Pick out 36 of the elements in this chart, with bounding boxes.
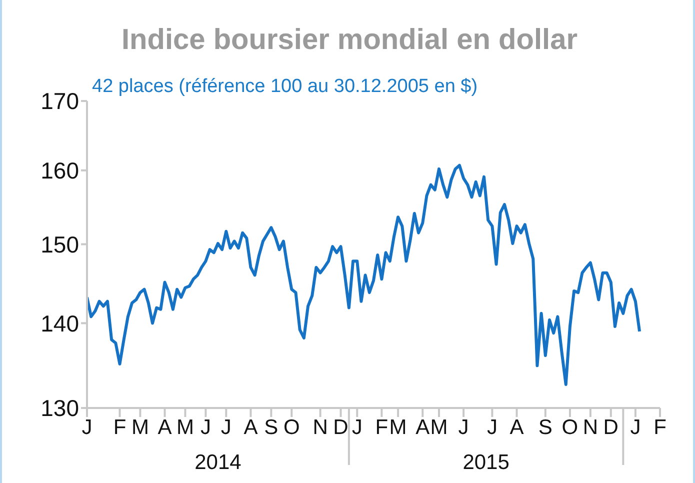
x-tick-label: M	[131, 416, 149, 439]
text: 2014	[194, 451, 242, 474]
x-tick-label: F	[654, 416, 666, 439]
x-tick-label: J	[630, 416, 641, 439]
y-tick-label: 170	[40, 88, 79, 114]
x-tick-label: J	[82, 416, 92, 439]
text: 2015	[462, 451, 510, 474]
x-tick-label: A	[244, 416, 258, 439]
x-tick-label: M	[430, 416, 448, 439]
x-tick-label: M	[176, 416, 194, 439]
x-tick-label: F	[113, 416, 126, 439]
y-tick-label: 130	[40, 395, 79, 422]
x-tick-label: D	[333, 416, 348, 439]
x-tick-label: O	[562, 416, 578, 439]
chart-title: Indice boursier mondial en dollar	[120, 24, 579, 57]
x-tick-label: A	[510, 416, 524, 439]
x-tick-label: N	[312, 416, 328, 439]
y-tick-label: 160	[40, 158, 79, 184]
x-tick-label: O	[283, 416, 300, 439]
x-tick-label: S	[264, 416, 278, 439]
chart-subtitle: 42 places (référence 100 au 30.12.2005 en $)	[92, 76, 478, 98]
x-tick-label: M	[389, 416, 407, 439]
x-tick-label: D	[603, 416, 618, 439]
x-tick-label: F	[375, 416, 388, 439]
x-tick-label: J	[220, 416, 232, 439]
x-tick-label: N	[582, 416, 598, 439]
x-tick-label: S	[538, 416, 552, 439]
line-series	[87, 164, 642, 386]
y-tick-label: 140	[40, 310, 79, 336]
x-tick-label: J	[200, 416, 211, 439]
x-tick-label: J	[352, 416, 362, 439]
x-tick-label: J	[458, 416, 469, 439]
y-tick-label: 150	[40, 231, 79, 258]
x-tick-label: A	[158, 416, 172, 439]
x-tick-label: A	[416, 416, 430, 439]
x-tick-label: J	[486, 416, 498, 439]
